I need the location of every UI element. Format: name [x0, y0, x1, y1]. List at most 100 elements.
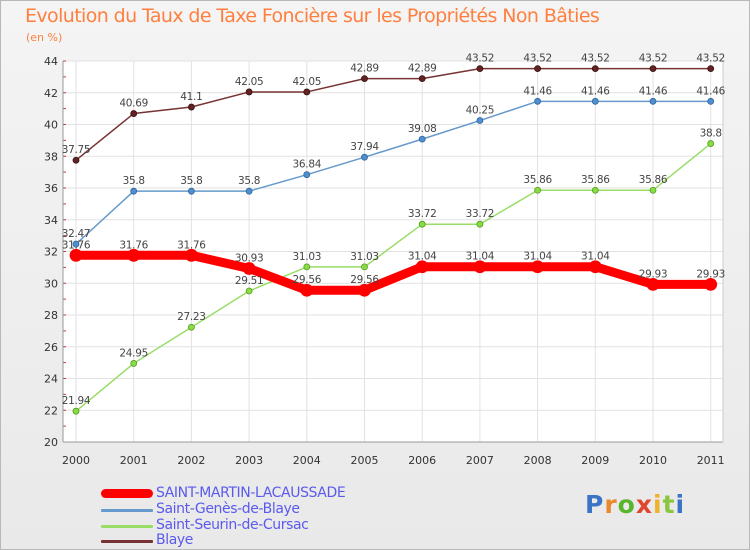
data-label: 35.8 [238, 175, 260, 187]
chart-unit: (en %) [26, 31, 63, 44]
x-tick-label: 2002 [177, 454, 205, 467]
legend-label: Saint-Seurin-de-Cursac [156, 517, 309, 533]
data-label: 41.46 [581, 85, 610, 97]
data-point [649, 97, 657, 105]
data-point [130, 110, 138, 117]
legend-label: Saint-Genès-de-Blaye [156, 501, 300, 517]
data-label: 41.46 [696, 85, 725, 97]
data-point [303, 263, 311, 271]
data-point [242, 262, 256, 275]
data-point [245, 287, 253, 295]
data-label: 41.46 [523, 85, 552, 97]
y-tick-label: 40 [44, 119, 58, 132]
data-label: 43.52 [639, 53, 668, 65]
data-label: 42.89 [350, 63, 379, 75]
data-label: 29.93 [639, 268, 668, 280]
data-point [300, 283, 314, 297]
data-label: 24.95 [119, 347, 148, 359]
logo-letter: r [604, 490, 618, 519]
data-point [473, 260, 487, 274]
y-tick-label: 36 [44, 182, 58, 195]
logo-letter: t [662, 490, 676, 519]
data-label: 43.52 [523, 53, 552, 65]
data-label: 35.86 [523, 174, 552, 186]
data-point [534, 65, 541, 73]
data-point [649, 65, 657, 73]
x-tick-label: 2008 [524, 454, 552, 467]
data-point [646, 277, 660, 291]
data-label: 35.86 [581, 174, 610, 186]
data-point [184, 248, 198, 262]
data-point [130, 187, 138, 195]
data-label: 37.75 [62, 144, 91, 156]
x-tick-label: 2004 [293, 454, 321, 467]
data-point [415, 260, 429, 274]
data-point [707, 140, 715, 147]
data-point [707, 97, 715, 105]
data-label: 29.51 [235, 275, 264, 287]
data-label: 31.04 [523, 251, 552, 263]
data-point [591, 97, 599, 105]
data-label: 31.76 [177, 239, 206, 251]
data-label: 43.52 [581, 53, 610, 65]
data-label: 30.93 [235, 252, 264, 264]
data-point [418, 220, 426, 228]
data-label: 31.03 [350, 251, 379, 263]
data-point [418, 135, 426, 143]
data-label: 31.04 [408, 251, 437, 263]
x-tick-label: 2006 [408, 454, 436, 467]
series-line [75, 142, 712, 412]
data-point [707, 65, 715, 73]
data-label: 35.8 [123, 175, 145, 187]
data-point [187, 323, 195, 331]
data-label: 41.1 [180, 91, 202, 103]
data-point [303, 88, 311, 96]
data-label: 35.86 [639, 174, 668, 186]
series-line [75, 100, 712, 245]
y-tick-label: 38 [44, 150, 58, 163]
data-label: 36.84 [293, 159, 322, 171]
logo-letter: x [635, 490, 653, 519]
logo-letter: P [585, 490, 605, 519]
data-label: 42.89 [408, 63, 437, 75]
data-label: 31.76 [62, 239, 91, 251]
data-label: 42.05 [293, 76, 322, 88]
x-tick-label: 2007 [466, 454, 494, 467]
legend-label: SAINT-MARTIN-LACAUSSADE [156, 485, 346, 501]
data-label: 41.46 [639, 85, 668, 97]
data-point [534, 186, 541, 194]
data-point [361, 153, 368, 161]
data-point [531, 260, 544, 274]
data-label: 31.03 [293, 251, 322, 263]
data-point [72, 156, 80, 164]
data-label: 31.76 [119, 239, 148, 251]
data-point [591, 65, 599, 73]
data-label: 29.56 [293, 274, 322, 286]
logo-letter: o [617, 490, 636, 519]
x-tick-label: 2001 [120, 454, 148, 467]
data-point [69, 248, 83, 262]
data-label: 43.52 [696, 53, 725, 65]
data-point [245, 88, 253, 96]
data-point [361, 75, 368, 83]
data-label: 21.94 [62, 395, 91, 407]
data-label: 29.56 [350, 274, 379, 286]
x-tick-label: 2011 [697, 454, 725, 467]
series-line [71, 250, 716, 295]
y-tick-label: 34 [44, 214, 58, 227]
legend-swatch [101, 509, 153, 512]
data-label: 31.04 [581, 251, 610, 263]
data-point [130, 360, 138, 367]
data-point [361, 263, 368, 271]
y-tick-label: 42 [44, 87, 58, 100]
data-point [72, 240, 80, 248]
chart-title: Evolution du Taux de Taxe Foncière sur l… [25, 5, 600, 27]
legend-label: Blaye [156, 532, 193, 548]
data-point [187, 187, 195, 195]
data-point [476, 220, 484, 228]
x-tick-label: 2000 [62, 454, 90, 467]
data-point [127, 248, 141, 262]
data-point [476, 117, 484, 124]
